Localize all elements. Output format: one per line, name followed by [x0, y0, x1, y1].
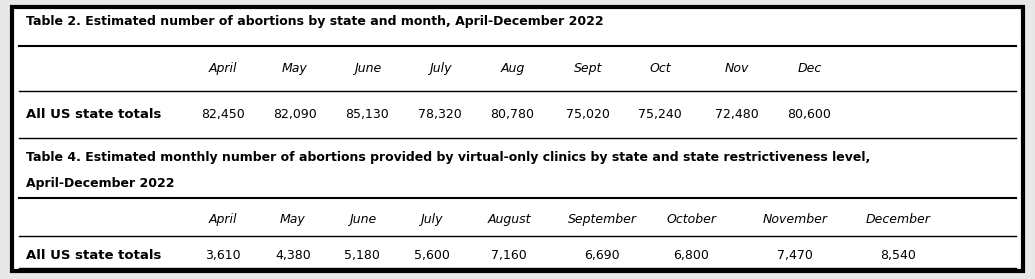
Text: April: April: [208, 62, 237, 75]
Text: December: December: [866, 213, 930, 225]
Text: October: October: [667, 213, 716, 225]
Text: Table 2. Estimated number of abortions by state and month, April-December 2022: Table 2. Estimated number of abortions b…: [26, 15, 603, 28]
Text: Table 4. Estimated monthly number of abortions provided by virtual-only clinics : Table 4. Estimated monthly number of abo…: [26, 151, 870, 164]
Text: August: August: [487, 213, 531, 225]
Text: 80,600: 80,600: [788, 108, 831, 121]
Text: Oct: Oct: [650, 62, 671, 75]
Text: September: September: [568, 213, 637, 225]
Text: July: July: [420, 213, 443, 225]
Text: Dec: Dec: [797, 62, 822, 75]
Text: 4,380: 4,380: [275, 249, 310, 262]
Text: 7,470: 7,470: [777, 249, 812, 262]
Text: April-December 2022: April-December 2022: [26, 177, 174, 190]
Text: May: May: [283, 62, 307, 75]
Text: All US state totals: All US state totals: [26, 108, 161, 121]
Text: Sept: Sept: [573, 62, 602, 75]
Text: 6,690: 6,690: [585, 249, 620, 262]
Text: 5,180: 5,180: [345, 249, 380, 262]
Text: 82,090: 82,090: [273, 108, 317, 121]
Text: All US state totals: All US state totals: [26, 249, 161, 262]
Text: 6,800: 6,800: [674, 249, 709, 262]
Text: 72,480: 72,480: [715, 108, 759, 121]
Text: 7,160: 7,160: [492, 249, 527, 262]
Text: 5,600: 5,600: [414, 249, 449, 262]
Text: June: June: [349, 213, 376, 225]
Text: June: June: [354, 62, 381, 75]
Text: April: April: [208, 213, 237, 225]
Text: 8,540: 8,540: [881, 249, 916, 262]
Text: Aug: Aug: [500, 62, 525, 75]
Text: July: July: [428, 62, 451, 75]
Text: 82,450: 82,450: [201, 108, 244, 121]
FancyBboxPatch shape: [12, 7, 1023, 271]
Text: May: May: [280, 213, 305, 225]
Text: 78,320: 78,320: [418, 108, 462, 121]
Text: 75,020: 75,020: [566, 108, 610, 121]
Text: 75,240: 75,240: [639, 108, 682, 121]
Text: 80,780: 80,780: [491, 108, 534, 121]
Text: November: November: [763, 213, 827, 225]
Text: 85,130: 85,130: [346, 108, 389, 121]
Text: Nov: Nov: [724, 62, 749, 75]
Text: 3,610: 3,610: [205, 249, 240, 262]
